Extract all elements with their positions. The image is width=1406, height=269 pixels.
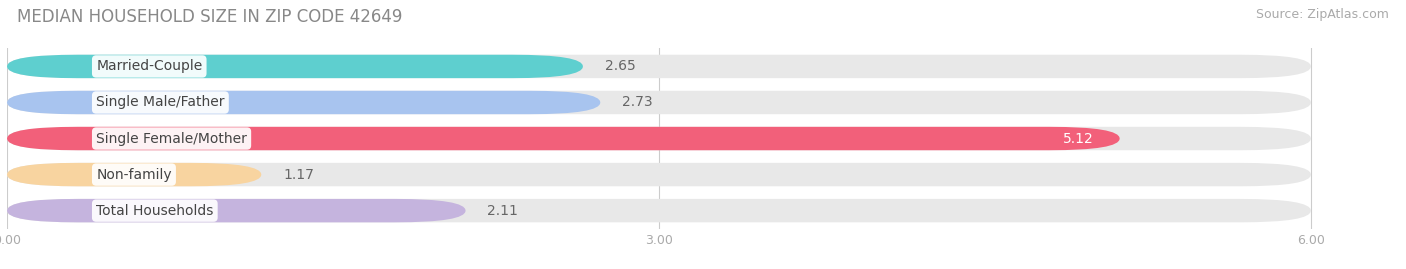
Text: 2.73: 2.73 — [621, 95, 652, 109]
FancyBboxPatch shape — [7, 163, 262, 186]
FancyBboxPatch shape — [7, 199, 465, 222]
FancyBboxPatch shape — [7, 199, 1310, 222]
Text: Non-family: Non-family — [96, 168, 172, 182]
Text: 5.12: 5.12 — [1063, 132, 1094, 146]
FancyBboxPatch shape — [7, 163, 1310, 186]
Text: MEDIAN HOUSEHOLD SIZE IN ZIP CODE 42649: MEDIAN HOUSEHOLD SIZE IN ZIP CODE 42649 — [17, 8, 402, 26]
Text: 2.65: 2.65 — [605, 59, 636, 73]
FancyBboxPatch shape — [7, 91, 1310, 114]
Text: 2.11: 2.11 — [488, 204, 519, 218]
Text: 1.17: 1.17 — [283, 168, 314, 182]
Text: Single Female/Mother: Single Female/Mother — [96, 132, 247, 146]
FancyBboxPatch shape — [7, 127, 1310, 150]
FancyBboxPatch shape — [7, 55, 583, 78]
FancyBboxPatch shape — [7, 127, 1119, 150]
Text: Total Households: Total Households — [96, 204, 214, 218]
Text: Married-Couple: Married-Couple — [96, 59, 202, 73]
FancyBboxPatch shape — [7, 91, 600, 114]
Text: Single Male/Father: Single Male/Father — [96, 95, 225, 109]
Text: Source: ZipAtlas.com: Source: ZipAtlas.com — [1256, 8, 1389, 21]
FancyBboxPatch shape — [7, 55, 1310, 78]
